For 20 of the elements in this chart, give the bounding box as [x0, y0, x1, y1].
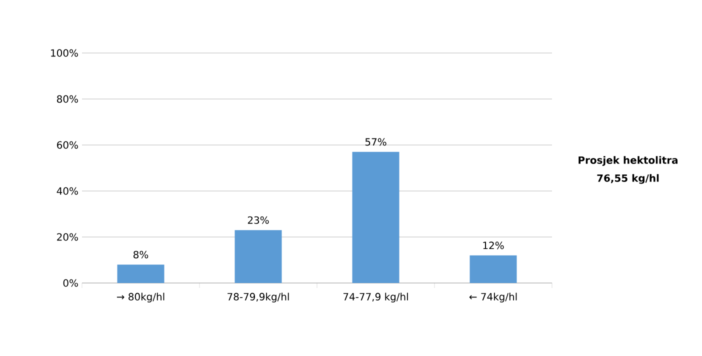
data-label: 12%: [483, 242, 504, 250]
y-tick-label: 60%: [57, 141, 78, 149]
y-tick-label: 0%: [63, 279, 78, 287]
x-tick-label: → 80kg/hl: [116, 292, 164, 302]
x-tick-label: 74-77,9 kg/hl: [343, 292, 408, 302]
y-tick-label: 100%: [51, 49, 78, 57]
y-tick-label: 40%: [56, 187, 78, 195]
bar: [352, 152, 400, 283]
data-label: 57%: [365, 138, 386, 146]
data-label: 23%: [248, 216, 269, 224]
x-tick-label: ← 74kg/hl: [469, 292, 517, 302]
bar: [234, 230, 282, 283]
bar: [470, 255, 517, 283]
y-tick-label: 80%: [57, 95, 78, 103]
text: Prosjek hektolitra: [578, 156, 678, 166]
text: 76,55 kg/hl: [597, 174, 659, 184]
x-tick-label: 78-79,9kg/hl: [228, 292, 289, 302]
bar: [117, 264, 164, 283]
data-label: 8%: [134, 250, 148, 258]
y-tick-label: 20%: [57, 233, 78, 241]
